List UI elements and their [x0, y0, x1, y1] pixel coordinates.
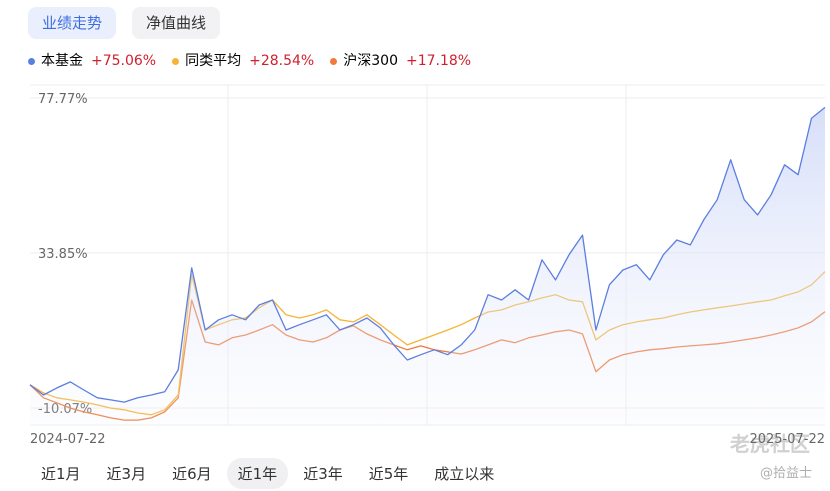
- range-tab[interactable]: 近1月: [41, 465, 81, 483]
- y-tick-label: 77.77%: [38, 92, 88, 107]
- legend-name: 沪深300: [343, 53, 398, 69]
- range-tab[interactable]: 近3月: [106, 465, 147, 483]
- legend: 本基金 +75.06% 同类平均 +28.54% 沪深300 +17.18%: [28, 50, 471, 70]
- legend-return: +75.06%: [91, 53, 157, 69]
- range-tab[interactable]: 近6月: [172, 465, 212, 483]
- range-tab[interactable]: 近1年: [226, 458, 289, 489]
- legend-return: +17.18%: [405, 53, 472, 69]
- legend-item[interactable]: 沪深300 +17.18%: [330, 50, 471, 70]
- range-tab[interactable]: 近5年: [368, 465, 409, 483]
- line: [29, 106, 826, 403]
- x-tick-label: 2024-07-22: [30, 432, 106, 447]
- legend-dot: [28, 57, 35, 65]
- tab-selected[interactable]: 业绩走势: [28, 7, 117, 39]
- range-tabs: 近1月 近3月 近6月 近1年 近3年 近5年 成立以来: [30, 458, 509, 489]
- watermark: @拾益士: [760, 466, 813, 481]
- legend-name: 本基金: [41, 53, 83, 69]
- legend-name: 同类平均: [185, 53, 242, 69]
- y-tick-label: 33.85%: [38, 247, 88, 262]
- legend-dot: [172, 57, 180, 65]
- legend-return: +28.54%: [249, 53, 315, 69]
- range-tab[interactable]: 近3年: [303, 465, 343, 483]
- legend-item[interactable]: 同类平均 +28.54%: [172, 50, 314, 70]
- area: [30, 107, 825, 426]
- legend-dot: [330, 57, 338, 65]
- x-tick-label: 2025-07-22: [749, 432, 825, 447]
- range-tab[interactable]: 成立以来: [434, 465, 495, 483]
- tab[interactable]: 净值曲线: [132, 7, 221, 39]
- watermark: 老虎社区: [730, 432, 810, 456]
- legend-item[interactable]: 本基金 +75.06%: [28, 50, 156, 70]
